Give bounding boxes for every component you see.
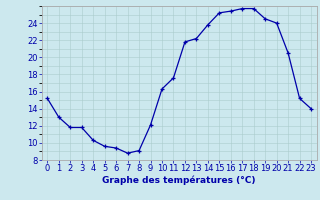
X-axis label: Graphe des températures (°C): Graphe des températures (°C) [102,176,256,185]
